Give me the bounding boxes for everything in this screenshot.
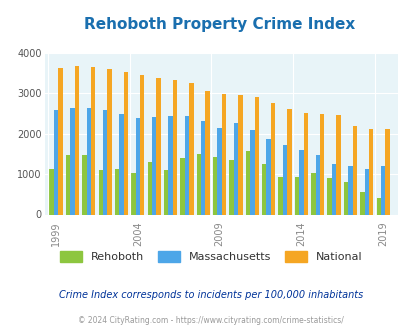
Bar (266, 139, 270, 214)
Bar (54, 110, 58, 214)
Bar (173, 80, 177, 214)
Bar (91, 67, 95, 214)
Bar (75, 66, 79, 214)
Bar (168, 116, 173, 214)
Bar (343, 182, 347, 214)
Bar (200, 121, 205, 214)
Bar (368, 129, 373, 214)
Bar (131, 173, 135, 214)
Bar (380, 166, 384, 214)
Bar (86, 108, 91, 214)
Bar (352, 126, 356, 214)
Text: Crime Index corresponds to incidents per 100,000 inhabitants: Crime Index corresponds to incidents per… (59, 290, 362, 300)
Bar (189, 83, 193, 214)
Bar (140, 76, 144, 214)
Bar (233, 123, 238, 214)
Bar (375, 198, 380, 214)
Bar (310, 173, 315, 214)
Bar (58, 68, 63, 215)
Bar (327, 178, 331, 214)
Bar (196, 154, 200, 214)
Bar (254, 97, 258, 214)
Bar (384, 129, 389, 214)
Bar (294, 177, 298, 214)
Bar (278, 177, 282, 214)
Bar (151, 117, 156, 214)
Bar (287, 110, 291, 214)
Bar (82, 155, 86, 214)
Bar (156, 78, 160, 214)
Bar (49, 169, 54, 214)
Bar (319, 114, 324, 214)
Bar (249, 130, 254, 214)
Bar (282, 146, 287, 214)
Bar (359, 192, 364, 214)
Bar (347, 166, 352, 214)
Bar (270, 103, 275, 214)
Bar (298, 150, 303, 214)
Bar (66, 155, 70, 214)
Bar (107, 69, 111, 214)
Bar (70, 108, 75, 214)
Bar (229, 159, 233, 214)
Bar (119, 114, 124, 214)
Text: © 2024 CityRating.com - https://www.cityrating.com/crime-statistics/: © 2024 CityRating.com - https://www.city… (78, 315, 343, 325)
Bar (335, 115, 340, 214)
Bar (245, 151, 249, 214)
Bar (217, 128, 221, 214)
Bar (180, 158, 184, 215)
Bar (103, 110, 107, 214)
Bar (98, 170, 103, 215)
Bar (315, 155, 319, 214)
Bar (261, 164, 266, 214)
Text: Rehoboth Property Crime Index: Rehoboth Property Crime Index (83, 17, 354, 32)
Bar (164, 170, 168, 214)
Bar (238, 95, 242, 214)
Bar (303, 113, 307, 214)
Bar (205, 91, 209, 214)
Bar (364, 169, 368, 214)
Bar (124, 72, 128, 214)
Bar (331, 164, 335, 214)
Bar (115, 169, 119, 214)
Bar (147, 162, 151, 214)
Bar (221, 94, 226, 214)
Bar (184, 116, 189, 214)
Bar (213, 157, 217, 214)
Bar (135, 118, 140, 214)
Legend: Rehoboth, Massachusetts, National: Rehoboth, Massachusetts, National (55, 247, 366, 267)
